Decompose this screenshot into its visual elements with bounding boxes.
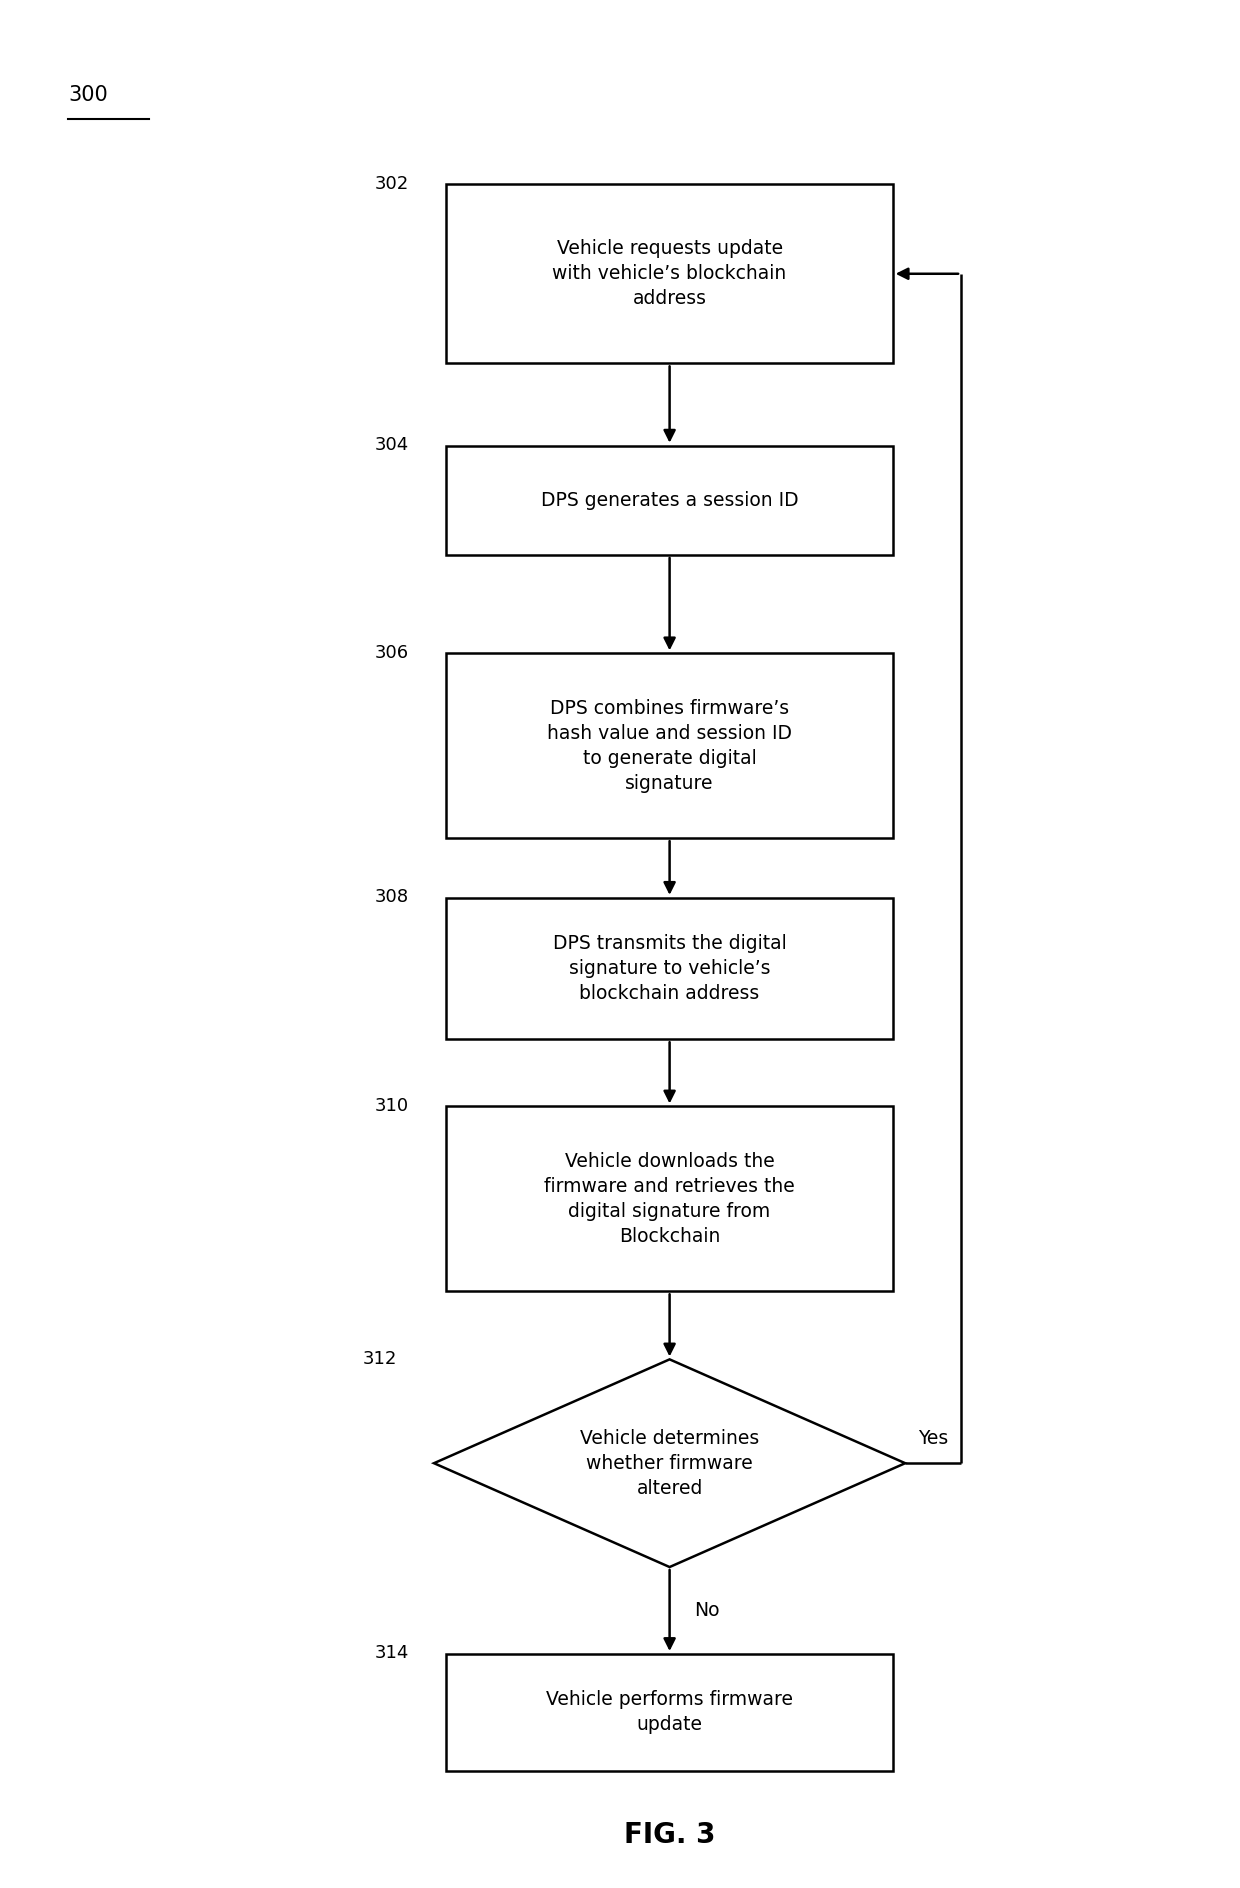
Text: No: No: [694, 1601, 720, 1620]
Text: 310: 310: [374, 1097, 409, 1116]
Text: 314: 314: [374, 1644, 409, 1663]
FancyBboxPatch shape: [446, 899, 893, 1038]
FancyBboxPatch shape: [446, 446, 893, 555]
Text: DPS transmits the digital
signature to vehicle’s
blockchain address: DPS transmits the digital signature to v…: [553, 935, 786, 1003]
Polygon shape: [434, 1359, 905, 1567]
Text: Vehicle downloads the
firmware and retrieves the
digital signature from
Blockcha: Vehicle downloads the firmware and retri…: [544, 1152, 795, 1246]
Text: FIG. 3: FIG. 3: [624, 1822, 715, 1848]
Text: 300: 300: [68, 85, 108, 106]
Text: DPS generates a session ID: DPS generates a session ID: [541, 491, 799, 510]
Text: 306: 306: [374, 644, 409, 663]
Text: 308: 308: [374, 889, 409, 906]
FancyBboxPatch shape: [446, 1106, 893, 1291]
Text: Vehicle requests update
with vehicle’s blockchain
address: Vehicle requests update with vehicle’s b…: [553, 240, 786, 308]
Text: 302: 302: [374, 176, 409, 193]
FancyBboxPatch shape: [446, 1654, 893, 1771]
FancyBboxPatch shape: [446, 185, 893, 362]
Text: Vehicle determines
whether firmware
altered: Vehicle determines whether firmware alte…: [580, 1429, 759, 1497]
Text: DPS combines firmware’s
hash value and session ID
to generate digital
signature: DPS combines firmware’s hash value and s…: [547, 699, 792, 793]
Text: 312: 312: [362, 1350, 397, 1369]
Text: 304: 304: [374, 436, 409, 455]
FancyBboxPatch shape: [446, 653, 893, 838]
Text: Vehicle performs firmware
update: Vehicle performs firmware update: [546, 1690, 794, 1735]
Text: Yes: Yes: [918, 1429, 947, 1448]
